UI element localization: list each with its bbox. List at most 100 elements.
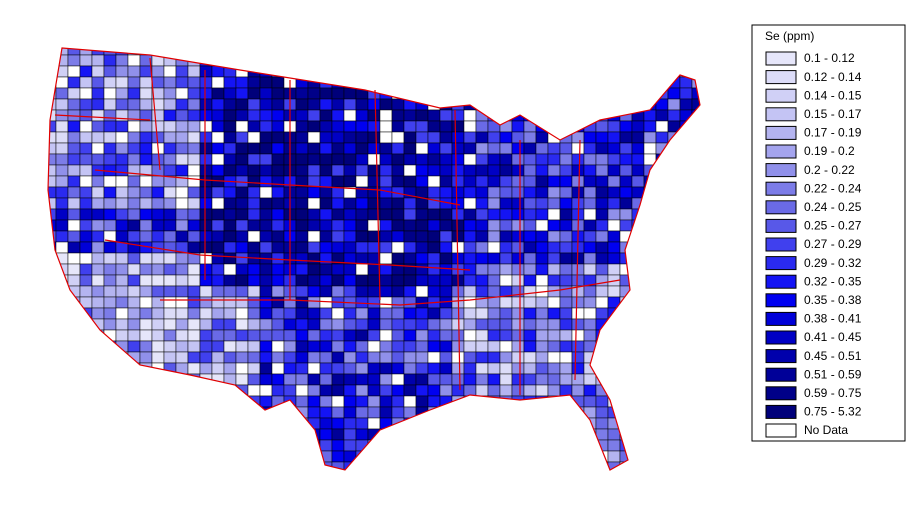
county xyxy=(451,65,465,78)
county xyxy=(103,450,117,463)
county xyxy=(139,428,153,441)
county xyxy=(187,439,201,452)
county xyxy=(463,54,477,67)
county xyxy=(631,230,645,243)
county xyxy=(187,351,201,364)
county xyxy=(559,296,573,309)
county xyxy=(163,131,177,144)
county xyxy=(427,450,441,463)
county xyxy=(295,450,309,463)
legend-label: 0.45 - 0.51 xyxy=(804,349,862,363)
county xyxy=(607,395,621,408)
county xyxy=(583,65,597,78)
county xyxy=(127,120,141,133)
county xyxy=(667,54,681,67)
county xyxy=(67,417,81,430)
county xyxy=(571,340,585,353)
county xyxy=(583,175,597,188)
county xyxy=(331,109,345,122)
county xyxy=(535,428,549,441)
county xyxy=(271,340,285,353)
county xyxy=(511,417,525,430)
county xyxy=(271,373,285,386)
county xyxy=(487,98,501,111)
county xyxy=(535,318,549,331)
county xyxy=(451,186,465,199)
county xyxy=(115,340,129,353)
county xyxy=(583,197,597,210)
county xyxy=(511,263,525,276)
county xyxy=(463,131,477,144)
county xyxy=(151,461,165,470)
county xyxy=(223,98,237,111)
county xyxy=(103,252,117,265)
county xyxy=(704,407,716,418)
county xyxy=(355,285,369,298)
county xyxy=(175,65,189,78)
county xyxy=(115,153,129,166)
legend-title: Se (ppm) xyxy=(765,29,814,43)
county xyxy=(92,473,104,484)
county xyxy=(367,362,381,375)
county xyxy=(187,197,201,210)
county xyxy=(163,329,177,342)
county xyxy=(451,208,465,221)
county xyxy=(235,362,249,375)
county xyxy=(415,296,429,309)
county xyxy=(211,461,225,470)
county xyxy=(295,252,309,265)
county xyxy=(487,120,501,133)
county xyxy=(619,54,633,67)
county xyxy=(115,406,129,419)
county xyxy=(499,219,513,232)
county xyxy=(679,450,693,463)
legend-label: 0.75 - 5.32 xyxy=(804,405,862,419)
county xyxy=(451,461,465,470)
county xyxy=(380,473,392,484)
county xyxy=(271,142,285,155)
county xyxy=(631,351,645,364)
county xyxy=(643,274,657,287)
county xyxy=(607,142,621,155)
county xyxy=(511,87,525,100)
county xyxy=(163,340,177,353)
county xyxy=(559,142,573,155)
county xyxy=(523,252,537,265)
county xyxy=(103,219,117,232)
county xyxy=(583,241,597,254)
county xyxy=(535,175,549,188)
county xyxy=(295,186,309,199)
county xyxy=(499,439,513,452)
county xyxy=(655,164,669,177)
county xyxy=(379,131,393,144)
county xyxy=(463,384,477,397)
county xyxy=(463,175,477,188)
county xyxy=(691,186,700,199)
county xyxy=(439,120,453,133)
county xyxy=(655,362,669,375)
county xyxy=(691,48,700,56)
county xyxy=(427,285,441,298)
county xyxy=(535,197,549,210)
county xyxy=(523,219,537,232)
county xyxy=(487,65,501,78)
county xyxy=(247,98,261,111)
county xyxy=(679,241,693,254)
county xyxy=(691,241,700,254)
county xyxy=(307,384,321,397)
county xyxy=(643,428,657,441)
county xyxy=(667,241,681,254)
county xyxy=(48,65,57,78)
county xyxy=(691,461,700,470)
county xyxy=(391,439,405,452)
county xyxy=(259,450,273,463)
county xyxy=(595,417,609,430)
county xyxy=(451,54,465,67)
county xyxy=(211,142,225,155)
county xyxy=(48,263,57,276)
county xyxy=(427,164,441,177)
county xyxy=(583,230,597,243)
county xyxy=(535,307,549,320)
county xyxy=(511,362,525,375)
county xyxy=(115,208,129,221)
